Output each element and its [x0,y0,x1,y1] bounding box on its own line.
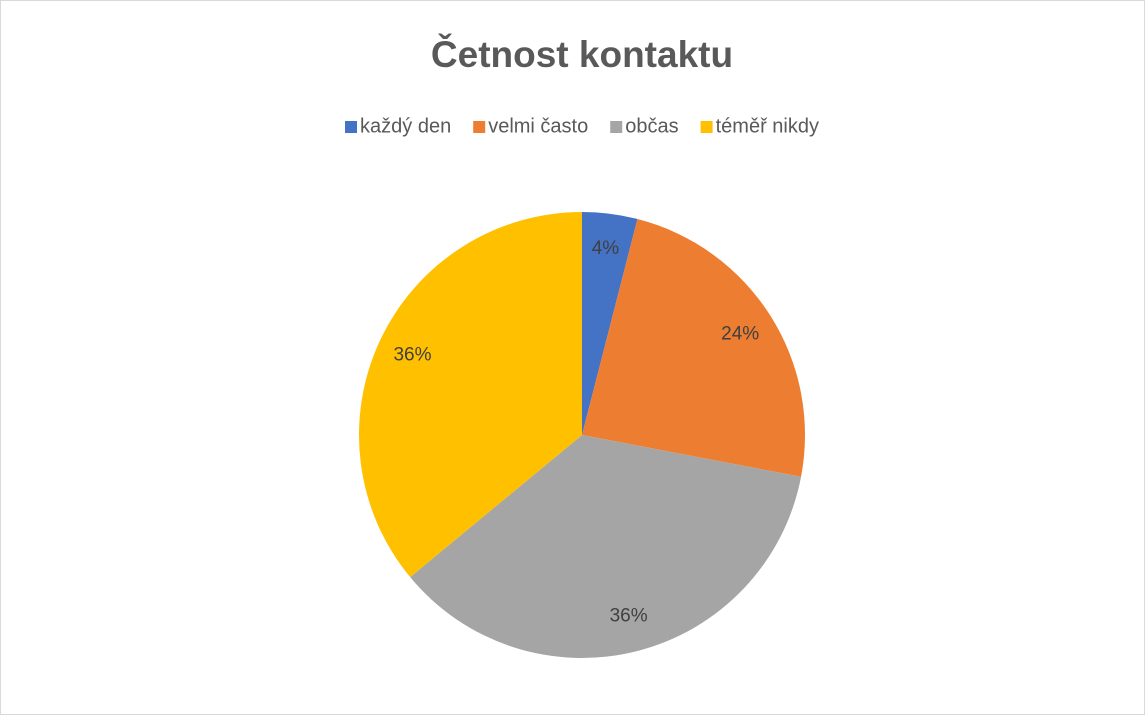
legend-label: každý den [360,115,451,137]
legend-label: velmi často [488,115,588,137]
data-label: 4% [592,238,620,259]
pie-slice [358,212,582,578]
data-label: 24% [721,324,759,345]
legend-swatch [700,121,713,133]
pie-slice [582,219,806,477]
legend-swatch [610,121,623,133]
legend-label: téměř nikdy [716,115,819,137]
chart-title: Četnost kontaktu [431,33,733,75]
legend-label: občas [625,115,678,137]
pie-slice [410,435,802,659]
pie-slice [582,212,638,435]
legend-swatch [473,121,486,133]
data-label: 36% [393,344,431,365]
legend: každý den velmi často občas téměř nikdy [345,115,819,137]
data-label: 36% [610,605,648,626]
legend-swatch [345,121,358,133]
